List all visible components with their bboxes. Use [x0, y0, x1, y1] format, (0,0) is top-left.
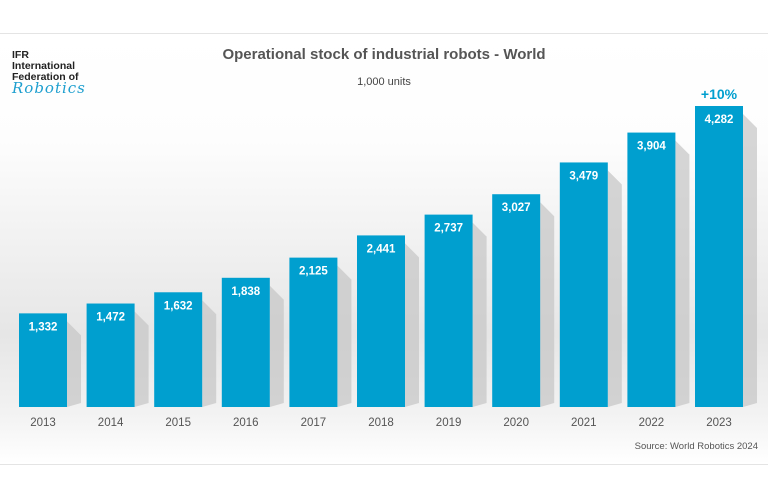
growth-annotation: +10% — [701, 86, 738, 102]
bar-shadow — [743, 114, 757, 407]
bar-shadow — [472, 222, 487, 407]
ifr-logo: IFR International Federation of Robotics — [12, 49, 86, 97]
x-tick-label: 2019 — [436, 417, 462, 429]
data-label: 3,479 — [569, 170, 598, 182]
bar-shadow — [675, 140, 690, 407]
data-label: 2,737 — [434, 223, 463, 235]
bar-2014 — [86, 303, 135, 407]
x-tick-label: 2013 — [30, 417, 56, 429]
bar-shadow — [134, 311, 149, 407]
data-label: 1,632 — [164, 300, 193, 312]
data-label: 1,838 — [231, 286, 260, 298]
logo-line: Federation of — [12, 71, 79, 83]
bar-2023 — [695, 106, 743, 407]
bar-shadow — [269, 285, 284, 407]
bar-2021 — [559, 162, 608, 407]
x-tick-label: 2021 — [571, 417, 597, 429]
bar-shadow — [607, 170, 622, 407]
bar-shadow — [540, 202, 555, 407]
bar-shadow — [405, 243, 419, 407]
data-label: 2,125 — [299, 266, 328, 278]
bar-2016 — [221, 277, 270, 407]
bar-2013 — [19, 313, 67, 407]
logo-line: IFR — [12, 49, 29, 61]
bar-2020 — [492, 194, 541, 407]
bar-2018 — [357, 235, 405, 407]
bar-shadow — [202, 300, 217, 407]
data-label: 3,027 — [502, 202, 531, 214]
data-label: 1,332 — [29, 321, 58, 333]
bar-2015 — [154, 292, 203, 407]
data-label: 2,441 — [367, 243, 396, 255]
x-tick-label: 2017 — [301, 417, 327, 429]
bar-2017 — [289, 257, 338, 407]
x-tick-label: 2016 — [233, 417, 259, 429]
bar-2019 — [424, 214, 473, 407]
x-tick-label: 2020 — [503, 417, 529, 429]
x-tick-label: 2022 — [639, 417, 665, 429]
source-note: Source: World Robotics 2024 — [634, 441, 758, 452]
chart-subtitle: 1,000 units — [357, 76, 411, 88]
x-tick-label: 2015 — [165, 417, 191, 429]
x-tick-label: 2023 — [706, 417, 732, 429]
x-tick-label: 2018 — [368, 417, 394, 429]
bar-2022 — [627, 132, 676, 407]
bar-shadow — [67, 321, 81, 407]
bar-shadow — [337, 265, 352, 407]
data-label: 3,904 — [637, 141, 666, 153]
logo-line: International — [12, 60, 76, 72]
data-label: 1,472 — [96, 312, 125, 324]
data-label: 4,282 — [705, 114, 734, 126]
x-tick-label: 2014 — [98, 417, 124, 429]
logo-robotics: Robotics — [12, 79, 86, 97]
chart-title: Operational stock of industrial robots -… — [222, 46, 546, 63]
